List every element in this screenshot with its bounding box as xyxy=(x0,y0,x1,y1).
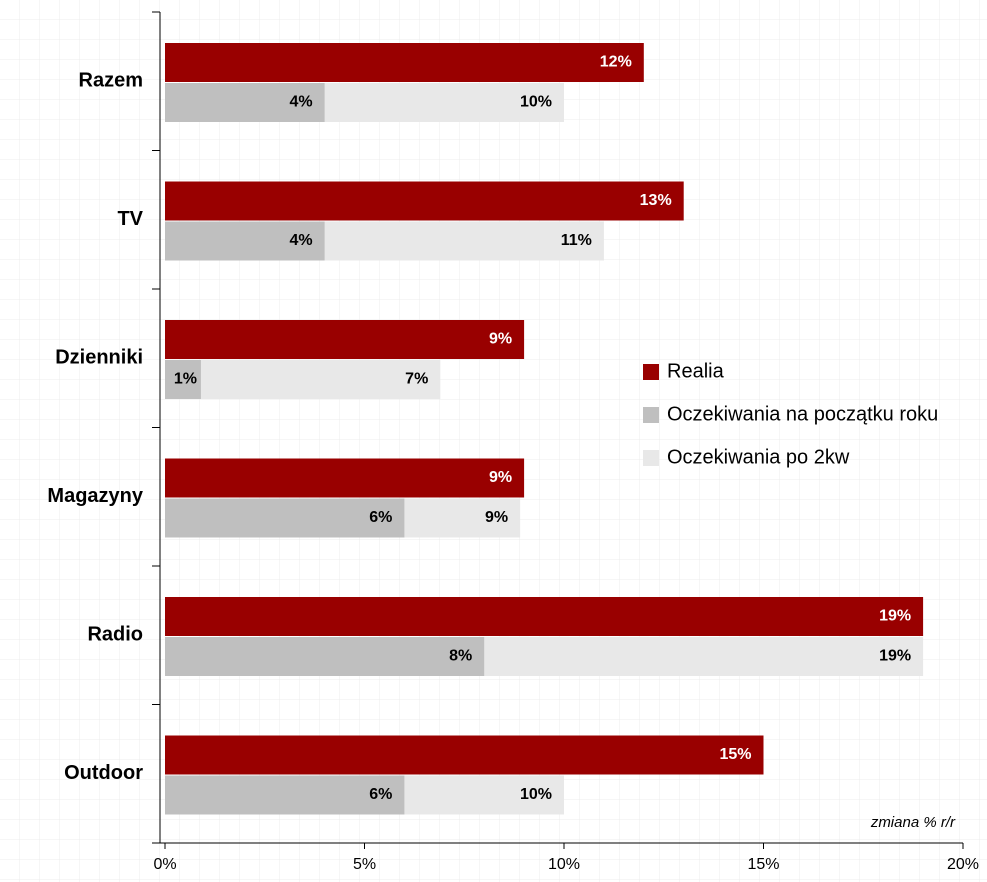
value-label: 6% xyxy=(369,786,392,803)
bar xyxy=(165,320,525,359)
x-tick-label: 0% xyxy=(153,856,176,873)
legend-swatch xyxy=(643,364,659,380)
bar xyxy=(165,43,644,82)
bar xyxy=(165,458,525,498)
category-label: Razem xyxy=(79,70,143,92)
value-label: 10% xyxy=(520,94,552,111)
category-label: TV xyxy=(117,208,143,230)
x-tick-label: 15% xyxy=(747,856,779,873)
legend-label: Realia xyxy=(667,360,725,382)
value-label: 13% xyxy=(640,192,672,209)
category-label: Magazyny xyxy=(47,485,143,507)
legend-swatch xyxy=(643,450,659,466)
value-label: 19% xyxy=(879,648,911,665)
bar xyxy=(165,360,441,399)
category-label: Outdoor xyxy=(64,762,143,784)
legend-label: Oczekiwania po 2kw xyxy=(667,446,850,468)
legend-swatch xyxy=(643,407,659,423)
x-tick-label: 20% xyxy=(947,856,979,873)
value-label: 8% xyxy=(449,648,472,665)
bar xyxy=(165,498,405,538)
bar xyxy=(165,735,764,775)
value-label: 19% xyxy=(879,608,911,625)
value-label: 4% xyxy=(289,94,312,111)
annotation: zmiana % r/r xyxy=(870,814,956,831)
value-label: 9% xyxy=(489,469,512,486)
legend-label: Oczekiwania na początku roku xyxy=(667,403,938,425)
category-label: Dzienniki xyxy=(55,347,143,369)
bar xyxy=(165,221,325,261)
value-label: 6% xyxy=(369,509,392,526)
value-label: 1% xyxy=(174,371,197,388)
bar xyxy=(165,360,201,399)
value-label: 15% xyxy=(719,746,751,763)
value-label: 10% xyxy=(520,786,552,803)
x-tick-label: 10% xyxy=(548,856,580,873)
value-label: 11% xyxy=(561,232,592,249)
value-label: 9% xyxy=(485,509,508,526)
bar xyxy=(165,775,405,815)
bar xyxy=(165,83,325,122)
bar xyxy=(165,637,485,676)
bar xyxy=(165,181,684,221)
value-label: 7% xyxy=(405,371,428,388)
value-label: 12% xyxy=(600,54,632,71)
value-label: 4% xyxy=(289,232,312,249)
x-tick-label: 5% xyxy=(353,856,376,873)
category-label: Radio xyxy=(87,624,143,646)
bar xyxy=(165,597,924,636)
value-label: 9% xyxy=(489,331,512,348)
